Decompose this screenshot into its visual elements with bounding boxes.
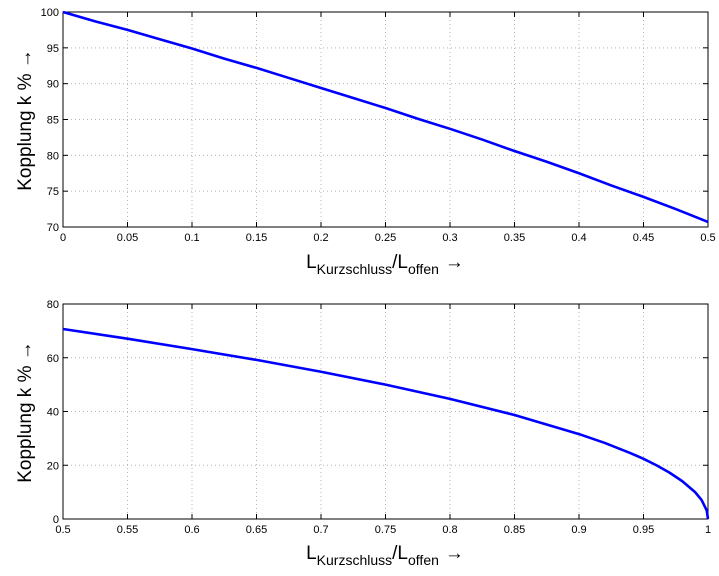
x-tick-label: 0.55 [117, 524, 138, 536]
grid [62, 303, 709, 520]
y-tick-label: 0 [53, 514, 59, 526]
x-tick-label: 0.7 [313, 524, 328, 536]
y-tick-label: 90 [47, 79, 59, 91]
y-tick-label: 60 [47, 353, 59, 365]
x-tick-label: 0.35 [504, 232, 525, 244]
x-tick-label: 0.3 [442, 232, 457, 244]
y-tick-label: 100 [41, 7, 59, 19]
x-tick-label: 0.4 [571, 232, 586, 244]
x-tick-label: 0.8 [442, 524, 457, 536]
x-tick-label: 0.05 [117, 232, 138, 244]
x-tick-label: 0.2 [313, 232, 328, 244]
x-tick-label: 0.6 [184, 524, 199, 536]
x-tick-label: 1 [705, 524, 711, 536]
y-tick-label: 80 [47, 299, 59, 311]
y-tick-label: 95 [47, 43, 59, 55]
y-tick-label: 40 [47, 407, 59, 419]
x-tick-label: 0.75 [375, 524, 396, 536]
x-tick-label: 0.45 [633, 232, 654, 244]
series-line [62, 10, 709, 224]
subplot-bottom: Kopplung k % → LKurzschluss/Loffen → 0.5 0… [15, 299, 711, 568]
y-axis-label: Kopplung k % → [15, 49, 36, 191]
y-tick-label: 80 [47, 150, 59, 162]
y-tick-label: 85 [47, 115, 59, 127]
y-axis-label: Kopplung k % → [15, 341, 36, 483]
y-tick-label: 20 [47, 460, 59, 472]
x-tick-label: 0.5 [55, 524, 70, 536]
x-tick-label: 0.5 [700, 232, 715, 244]
subplot-top: Kopplung k % → LKurzschluss/Loffen → 0 0.0… [15, 7, 716, 277]
x-tick-label: 0 [60, 232, 66, 244]
grid [62, 11, 709, 228]
x-tick-label: 0.65 [246, 524, 267, 536]
y-tick-label: 75 [47, 186, 59, 198]
y-tick-label: 70 [47, 222, 59, 234]
x-tick-label: 0.25 [375, 232, 396, 244]
x-tick-label: 0.95 [633, 524, 654, 536]
x-tick-label: 0.9 [571, 524, 586, 536]
x-tick-label: 0.85 [504, 524, 525, 536]
x-axis-label: LKurzschluss/Loffen → [306, 252, 464, 277]
x-tick-label: 0.1 [184, 232, 199, 244]
x-tick-label: 0.15 [246, 232, 267, 244]
x-axis-label: LKurzschluss/Loffen → [306, 543, 464, 568]
series-line [62, 327, 710, 520]
